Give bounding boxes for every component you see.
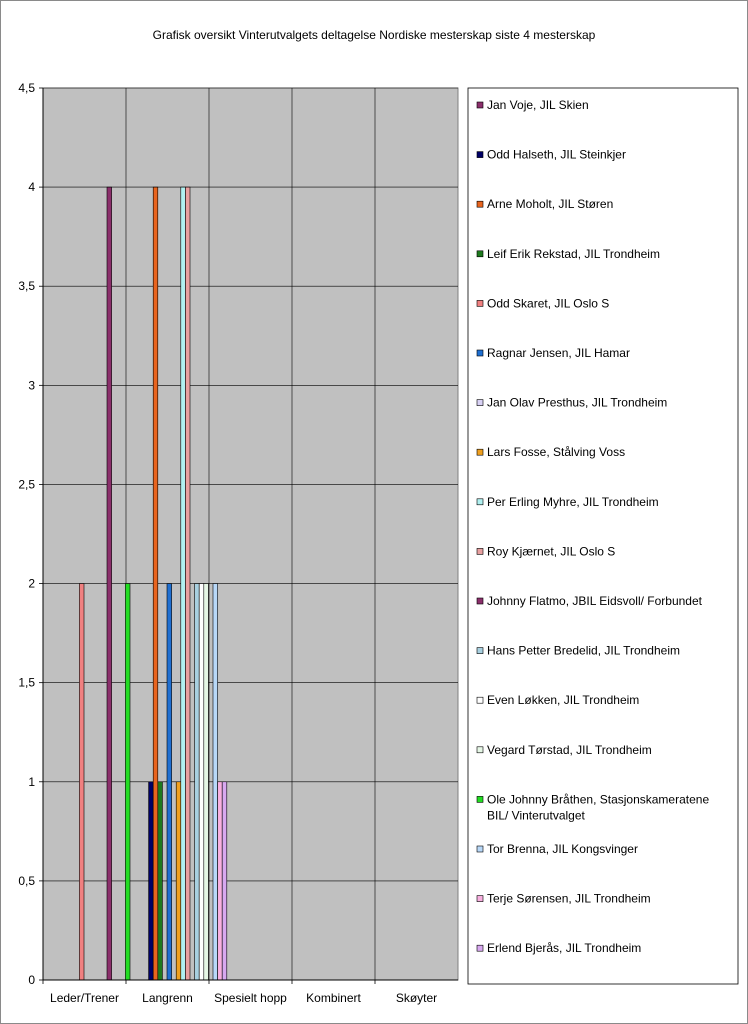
x-tick-label: Langrenn <box>142 991 193 1005</box>
x-tick-label: Kombinert <box>306 991 361 1005</box>
legend-label: Jan Olav Presthus, JIL Trondheim <box>487 396 667 410</box>
legend-swatch <box>476 796 484 803</box>
bar <box>175 781 182 981</box>
y-tick-label: 2 <box>28 577 35 591</box>
legend-label: Johnny Flatmo, JBIL Eidsvoll/ Forbundet <box>487 594 703 608</box>
legend-swatch <box>476 151 484 158</box>
y-tick-label: 0 <box>28 973 35 987</box>
bar <box>180 186 186 981</box>
bar <box>152 186 159 981</box>
legend-swatch <box>476 895 484 902</box>
legend-swatch <box>476 548 484 555</box>
legend-swatch <box>476 845 484 853</box>
legend-label: Terje Sørensen, JIL Trondheim <box>487 892 651 906</box>
legend-label: Odd Halseth, JIL Steinkjer <box>487 148 626 162</box>
bar <box>157 781 163 981</box>
bar <box>217 781 223 981</box>
legend-label: Tor Brenna, JIL Kongsvinger <box>487 842 638 856</box>
bar <box>125 583 131 981</box>
plot-area <box>42 87 459 981</box>
legend-swatch <box>476 300 484 307</box>
legend-swatch <box>476 696 484 704</box>
bar <box>185 186 191 981</box>
legend <box>467 87 739 985</box>
legend-label: Ragnar Jensen, JIL Hamar <box>487 346 630 360</box>
y-tick-label: 4 <box>28 180 35 194</box>
legend-label: Leif Erik Rekstad, JIL Trondheim <box>487 247 660 261</box>
legend-label: Ole Johnny Bråthen, Stasjonskameratene BI… <box>487 792 709 822</box>
bar <box>221 781 228 981</box>
x-tick-label: Skøyter <box>396 991 437 1005</box>
y-tick-label: 1 <box>28 775 35 789</box>
legend-label: Vegard Tørstad, JIL Trondheim <box>487 743 652 757</box>
bar <box>106 186 112 981</box>
x-tick-label: Spesielt hopp <box>214 991 287 1005</box>
y-tick-label: 3,5 <box>18 279 35 293</box>
legend-label: Per Erling Myhre, JIL Trondheim <box>487 495 659 509</box>
legend-label: Hans Petter Bredelid, JIL Trondheim <box>487 644 680 658</box>
legend-label: Lars Fosse, Stålving Voss <box>487 445 625 459</box>
legend-swatch <box>476 647 484 654</box>
legend-swatch <box>476 101 484 109</box>
bar <box>148 781 154 981</box>
chart-title: Grafisk oversikt Vinterutvalgets deltage… <box>153 28 596 42</box>
y-tick-label: 1,5 <box>18 676 35 690</box>
bar <box>212 583 218 981</box>
legend-label: Jan Voje, JIL Skien <box>487 98 589 112</box>
legend-swatch <box>476 944 484 952</box>
legend-swatch <box>476 399 484 406</box>
y-tick-label: 2,5 <box>18 477 35 491</box>
legend-swatch <box>476 597 484 605</box>
legend-label: Erlend Bjerås, JIL Trondheim <box>487 941 641 955</box>
y-tick-label: 0,5 <box>18 874 35 888</box>
legend-swatch <box>476 498 484 506</box>
legend-swatch <box>476 448 484 456</box>
x-tick-label: Leder/Trener <box>50 991 119 1005</box>
legend-swatch <box>476 200 484 208</box>
legend-swatch <box>476 349 484 357</box>
legend-label: Odd Skaret, JIL Oslo S <box>487 296 609 310</box>
bar <box>203 583 209 981</box>
legend-label: Roy Kjærnet, JIL Oslo S <box>487 544 615 558</box>
legend-swatch <box>476 746 484 754</box>
y-tick-label: 3 <box>28 378 35 392</box>
bar <box>194 583 200 981</box>
y-tick-label: 4,5 <box>18 81 35 95</box>
legend-label: Even Løkken, JIL Trondheim <box>487 693 639 707</box>
bar <box>198 583 205 981</box>
bar <box>79 583 85 981</box>
legend-swatch <box>476 250 484 258</box>
bar <box>166 583 172 981</box>
legend-label: Arne Moholt, JIL Støren <box>487 197 613 211</box>
